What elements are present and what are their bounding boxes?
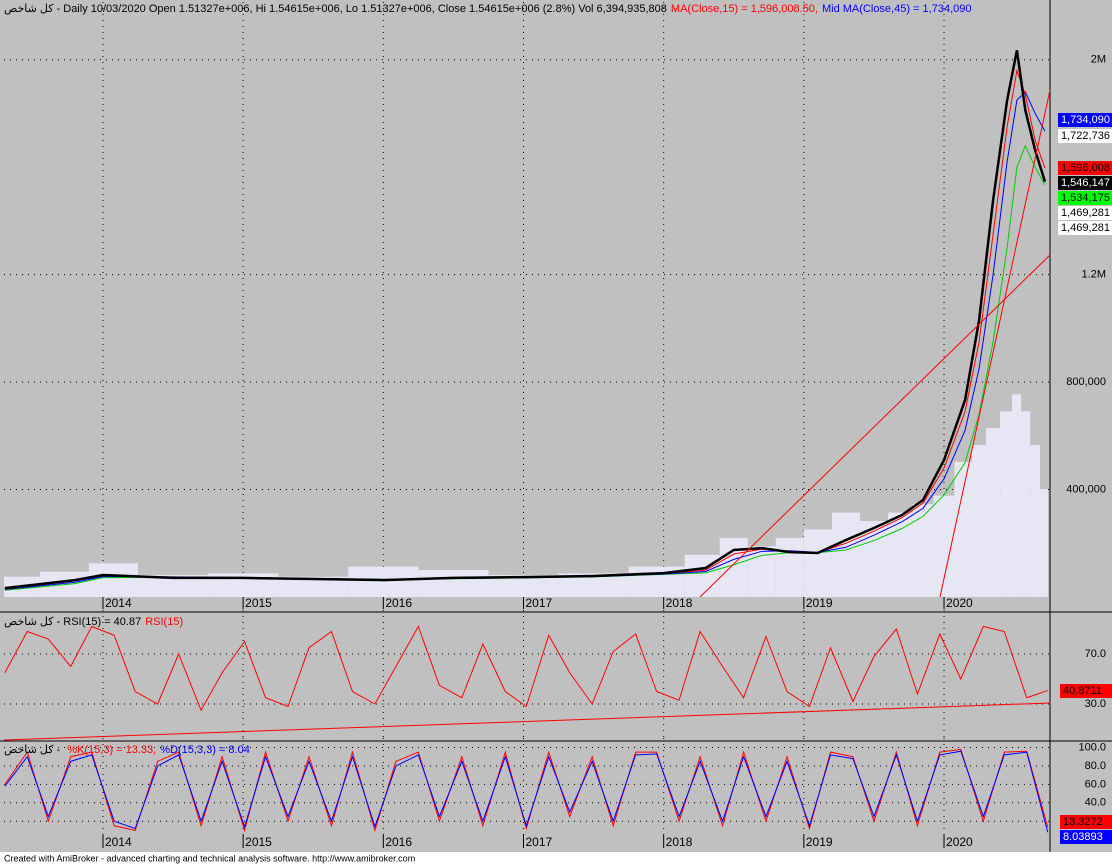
x-tick-label: 2017: [525, 835, 552, 849]
volume-bar: [954, 461, 973, 597]
value-box-label: 8.03893: [1063, 831, 1103, 843]
volume-bar: [912, 504, 934, 597]
volume-bar: [859, 521, 888, 597]
volume-bar: [138, 575, 209, 597]
volume-bar: [1030, 445, 1041, 597]
y-tick-label: 400,000: [1066, 483, 1106, 495]
value-box: [1058, 113, 1112, 127]
footer-bar: [0, 852, 1112, 865]
value-box-label: 1,469,281: [1061, 222, 1110, 234]
volume-bar: [88, 563, 139, 597]
x-tick-label: 2018: [666, 596, 693, 610]
x-tick-label: 2016: [385, 596, 412, 610]
footer-text: Created with AmiBroker - advanced charti…: [4, 853, 415, 863]
series-line: [4, 625, 1048, 712]
volume-bar: [348, 566, 419, 597]
panel-title: كل شاخص - Daily 10/03/2020 Open 1.51327e…: [4, 3, 971, 15]
value-box-label: 1,596,008: [1061, 162, 1110, 174]
value-box: [1058, 191, 1112, 205]
volume-bar: [972, 445, 987, 597]
trend-line: [939, 89, 1051, 598]
x-tick-label: 2020: [946, 596, 973, 610]
value-box-label: 1,722,736: [1061, 130, 1110, 142]
volume-bar: [1040, 489, 1048, 597]
value-box-label: 1,734,090: [1061, 114, 1110, 126]
title-part: %D(15,3,3) = 8.04: [160, 744, 250, 756]
panel-title: كل شاخص - RSI(15) = 40.87 RSI(15): [4, 616, 183, 628]
value-box: [1058, 221, 1112, 235]
series-line: [4, 50, 1047, 590]
panel-title: كل شاخص - %K(15,3) = 13.33, %D(15,3,3) = …: [4, 744, 250, 756]
volume-bar: [1000, 411, 1013, 597]
value-box: [1058, 161, 1112, 175]
value-box: [1058, 176, 1112, 190]
volume-bar: [775, 537, 804, 597]
x-tick-label: 2019: [806, 835, 833, 849]
x-tick-label: 2018: [666, 835, 693, 849]
y-tick-label: 40.0: [1085, 797, 1106, 809]
x-tick-label: 2015: [245, 596, 272, 610]
y-tick-label: 80.0: [1085, 760, 1106, 772]
title-part: RSI(15): [145, 616, 183, 628]
value-box-label: 13.3272: [1063, 816, 1103, 828]
trend-line: [3, 702, 1051, 741]
title-part: كل شاخص - Daily 10/03/2020 Open 1.51327e…: [4, 3, 667, 15]
volume-bar: [1021, 411, 1031, 597]
plot-layer: 400,000 800,000 1.2M 2M 2014 2015 2016 2017 2018…: [4, 2, 1112, 849]
series-line: [4, 748, 1049, 833]
x-tick-label: 2020: [946, 835, 973, 849]
trend-line: [699, 254, 1051, 598]
volume-bar: [831, 512, 860, 597]
y-tick-label: 60.0: [1085, 778, 1106, 790]
value-box: [1060, 815, 1112, 829]
title-part: كل شاخص -: [4, 744, 63, 756]
x-tick-label: 2014: [105, 835, 132, 849]
volume-bar: [986, 428, 1001, 597]
x-tick-label: 2017: [525, 596, 552, 610]
y-tick-label: 1.2M: [1082, 269, 1106, 281]
series-line: [4, 750, 1049, 833]
volume-bar: [887, 512, 913, 597]
value-box-label: 1,546,147: [1061, 177, 1110, 189]
value-box: [1060, 830, 1112, 844]
value-box-label: 1,469,281: [1061, 207, 1110, 219]
volume-bar: [803, 529, 832, 597]
volume-bar: [278, 576, 349, 597]
title-part: %K(15,3) = 13.33,: [67, 744, 156, 756]
value-box: [1060, 684, 1112, 698]
value-box: [1058, 206, 1112, 220]
volume-bar: [488, 575, 559, 597]
title-part: كل شاخص - RSI(15) = 40.87: [4, 616, 141, 628]
volume-bar: [418, 569, 489, 597]
title-part: MA(Close,15) = 1,596,008.50,: [671, 3, 818, 15]
value-box-label: 40.8711: [1063, 685, 1102, 697]
y-tick-label: 2M: [1091, 54, 1106, 66]
volume-bar: [558, 573, 629, 597]
volume-bar: [1012, 394, 1022, 597]
y-tick-label: 800,000: [1066, 376, 1106, 388]
volume-bar: [933, 495, 955, 597]
y-tick-label: 30.0: [1085, 698, 1106, 710]
x-tick-label: 2015: [245, 835, 272, 849]
x-tick-label: 2016: [385, 835, 412, 849]
title-part: Mid MA(Close,45) = 1,734,090: [822, 3, 972, 15]
y-tick-label: 70.0: [1085, 648, 1106, 660]
y-tick-label: 100.0: [1078, 741, 1106, 753]
value-box: [1058, 129, 1112, 143]
value-box-label: 1,534,175: [1061, 192, 1110, 204]
x-tick-label: 2014: [105, 596, 132, 610]
x-tick-label: 2019: [806, 596, 833, 610]
